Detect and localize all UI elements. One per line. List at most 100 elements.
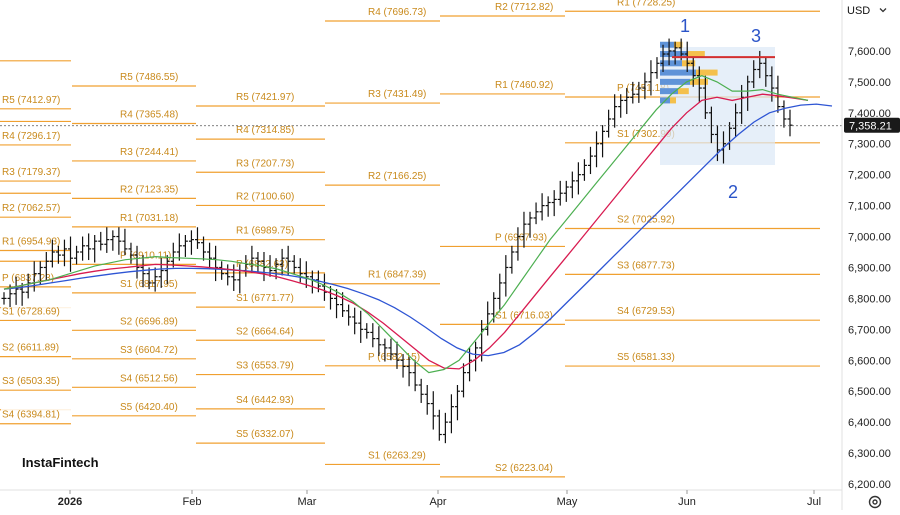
pivot-label: R4 (7314.85) <box>236 125 294 136</box>
pivot-label: S5 (6420.40) <box>120 402 178 413</box>
y-tick-label: 7,300.00 <box>848 139 891 151</box>
y-tick-label: 7,000.00 <box>848 232 891 244</box>
pivot-label-bg <box>119 276 197 289</box>
pivot-label: S2 (7025.92) <box>617 215 675 226</box>
pivot-label-bg <box>367 169 445 182</box>
pivot-label-bg <box>119 399 197 412</box>
volume-profile-bar <box>660 60 682 67</box>
pivot-label: R3 (7179.37) <box>2 167 60 178</box>
pivot-label-bg <box>367 267 445 280</box>
pivot-label: S5 (6332.07) <box>236 429 294 440</box>
pivot-label-bg <box>119 70 197 83</box>
pivot-label: R1 (7728.25) <box>617 0 675 8</box>
pivot-label-bg <box>616 258 694 271</box>
pivot-label-bg <box>119 182 197 195</box>
pivot-label: R5 (7421.97) <box>236 92 294 103</box>
pivot-label: R5 (7486.55) <box>120 72 178 83</box>
x-tick-label: Jul <box>807 496 821 508</box>
pivot-label: R2 (7123.35) <box>120 184 178 195</box>
pivot-label: S2 (6611.89) <box>2 343 59 354</box>
pivot-label-bg <box>367 349 445 362</box>
pivot-label: S4 (6729.53) <box>617 306 675 317</box>
pivot-label-bg <box>616 350 694 363</box>
pivot-label: S4 (6442.93) <box>236 395 294 406</box>
pivot-label-bg <box>1 234 79 247</box>
ma-slow-line <box>3 103 833 357</box>
pivot-label-bg <box>235 223 313 236</box>
y-tick-label: 6,400.00 <box>848 417 891 429</box>
pivot-label: P (6582.15) <box>368 352 420 363</box>
pivot-label: R1 (7031.18) <box>120 213 178 224</box>
pivot-label: S3 (6503.35) <box>2 376 60 387</box>
pivot-label-bg <box>119 248 197 261</box>
pivot-label: S1 (6263.29) <box>368 450 426 461</box>
pivot-label-bg <box>235 324 313 337</box>
pivot-label-bg <box>367 87 445 100</box>
pivot-label: R4 (7296.17) <box>2 131 60 142</box>
brand-logo-text: InstaFintech <box>22 455 99 470</box>
pivot-label: R2 (7062.57) <box>2 203 60 214</box>
y-tick-label: 6,200.00 <box>848 479 891 491</box>
pivot-label: R1 (6847.39) <box>368 270 426 281</box>
wave-label: 3 <box>751 26 761 46</box>
currency-label: USD <box>847 5 871 17</box>
pivot-label-bg <box>1 374 79 387</box>
y-tick-label: 7,600.00 <box>848 46 891 58</box>
pivot-label-bg <box>235 90 313 103</box>
pivot-label: R2 (7166.25) <box>368 171 426 182</box>
pivot-label: S3 (6604.72) <box>120 345 178 356</box>
pivot-label: S4 (6394.81) <box>2 410 60 421</box>
pivot-label: R3 (7431.49) <box>368 89 426 100</box>
pivot-label-bg <box>494 460 572 473</box>
pivot-label-bg <box>616 0 694 8</box>
pivot-label-bg <box>235 123 313 136</box>
x-tick-label: Feb <box>183 496 202 508</box>
pivot-label: S1 (6728.69) <box>2 306 60 317</box>
pivot-label: R2 (7712.82) <box>495 2 553 13</box>
pivot-label-bg <box>235 291 313 304</box>
pivot-label-bg <box>235 256 313 269</box>
pivot-label-bg <box>235 392 313 405</box>
x-axis-ticks: 2026 Feb Mar Apr May Jun Jul <box>58 490 821 508</box>
current-price-value: 7,358.21 <box>849 121 892 133</box>
pivot-label: P (6910.11) <box>120 250 171 261</box>
pivot-label: R3 (7207.73) <box>236 158 294 169</box>
pivot-label-bg <box>1 407 79 420</box>
y-tick-label: 6,500.00 <box>848 386 891 398</box>
pivot-label: S1 (6771.77) <box>236 293 294 304</box>
y-tick-label: 6,600.00 <box>848 355 891 367</box>
wave-label: 1 <box>680 16 690 36</box>
currency-selector[interactable]: USD <box>847 2 897 20</box>
pivot-label: S2 (6223.04) <box>495 463 553 474</box>
x-tick-label: Jun <box>678 496 696 508</box>
gear-icon[interactable] <box>867 494 883 510</box>
y-tick-label: 7,100.00 <box>848 201 891 213</box>
y-tick-label: 7,200.00 <box>848 170 891 182</box>
y-axis-background <box>842 0 900 510</box>
pivot-label-bg <box>119 144 197 157</box>
volume-profile-bar <box>674 41 683 48</box>
volume-profile-bar <box>660 69 696 76</box>
volume-profile-bar <box>660 78 690 85</box>
pivot-label: S5 (6581.33) <box>617 352 675 363</box>
x-tick-label: 2026 <box>58 496 82 508</box>
current-price-label: 7,358.21 <box>844 117 900 133</box>
x-tick-label: May <box>557 496 578 508</box>
pivot-label-bg <box>616 304 694 317</box>
pivot-label: S4 (6512.56) <box>120 373 178 384</box>
pivot-label-bg <box>1 165 79 178</box>
chevron-down-icon <box>878 5 888 18</box>
pivot-label-bg <box>119 210 197 223</box>
pivot-label-bg <box>119 314 197 327</box>
pivot-label-bg <box>235 156 313 169</box>
y-tick-label: 6,900.00 <box>848 262 891 274</box>
pivot-label: R2 (7100.60) <box>236 191 294 202</box>
pivot-label: P (6967.93) <box>495 232 547 243</box>
volume-profile-bar <box>696 69 718 76</box>
pivot-label: R1 (6954.93) <box>2 236 60 247</box>
pivot-label-bg <box>616 212 694 225</box>
pivot-label: S3 (6877.73) <box>617 260 675 271</box>
pivot-label-bg <box>494 230 572 243</box>
pivot-label-bg <box>494 0 572 13</box>
